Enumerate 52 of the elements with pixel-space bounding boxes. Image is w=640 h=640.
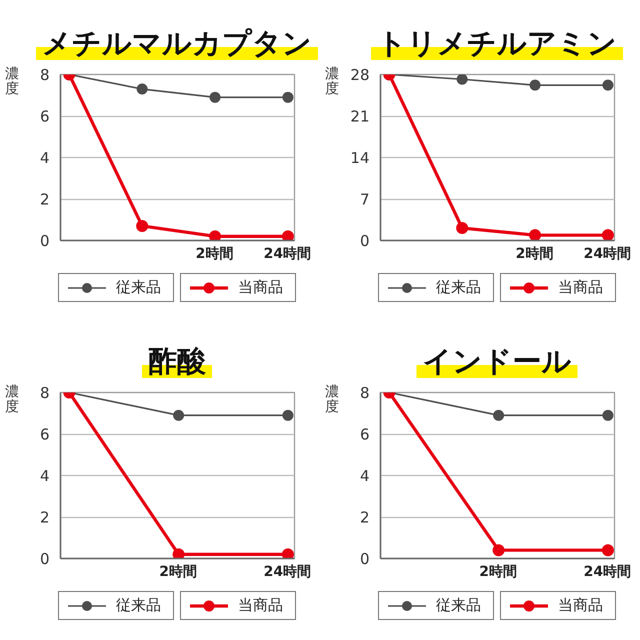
x-tick-label: 2時間 — [196, 245, 234, 264]
point — [282, 92, 294, 103]
x-tick-label: 24時間 — [584, 245, 632, 264]
x-tick-label: 2時間 — [479, 563, 517, 582]
legend-label: 当商品 — [238, 277, 283, 298]
legend-label: 従来品 — [436, 277, 481, 298]
point — [456, 222, 468, 234]
point — [136, 84, 148, 95]
y-tick-label: 6 — [40, 108, 50, 126]
point — [209, 230, 222, 240]
legend-label: 従来品 — [436, 595, 481, 616]
point — [530, 80, 541, 91]
y-tick-label: 7 — [360, 190, 370, 208]
y-axis-title: 濃度 — [5, 384, 20, 416]
y-tick-label: 6 — [40, 426, 50, 444]
legend-label: 従来品 — [116, 595, 161, 616]
y-tick-label: 2 — [40, 190, 50, 208]
y-axis-title: 濃度 — [325, 384, 340, 416]
y-tick-label: 14 — [350, 149, 370, 167]
y-tick-label: 0 — [40, 550, 50, 568]
y-tick-label: 4 — [40, 149, 50, 167]
point — [529, 229, 542, 240]
x-tick-label: 24時間 — [264, 245, 312, 264]
y-tick-label: 8 — [40, 66, 50, 84]
x-tick-label: 24時間 — [264, 563, 312, 582]
y-tick-label: 4 — [360, 467, 370, 485]
y-tick-label: 0 — [360, 232, 370, 250]
point — [602, 229, 614, 240]
x-tick-label: 24時間 — [584, 563, 632, 582]
y-tick-label: 28 — [350, 66, 370, 84]
legend-label: 従来品 — [116, 277, 161, 298]
y-tick-label: 2 — [360, 508, 370, 526]
point — [456, 74, 468, 85]
y-axis-title: 濃度 — [325, 66, 340, 98]
point — [210, 92, 221, 103]
y-tick-label: 8 — [360, 384, 370, 402]
y-tick-label: 4 — [40, 467, 50, 485]
point — [282, 230, 294, 240]
y-tick-label: 0 — [40, 232, 50, 250]
legend-label: 当商品 — [238, 595, 283, 616]
y-tick-label: 6 — [360, 426, 370, 444]
y-tick-label: 8 — [40, 384, 50, 402]
legend-label: 当商品 — [558, 595, 603, 616]
legend-label: 当商品 — [558, 277, 603, 298]
x-tick-label: 2時間 — [516, 245, 554, 264]
y-tick-label: 21 — [350, 108, 370, 126]
point — [602, 80, 614, 91]
y-tick-label: 0 — [360, 550, 370, 568]
point — [136, 220, 148, 232]
x-tick-label: 2時間 — [159, 563, 197, 582]
y-tick-label: 2 — [40, 508, 50, 526]
y-axis-title: 濃度 — [5, 66, 20, 98]
